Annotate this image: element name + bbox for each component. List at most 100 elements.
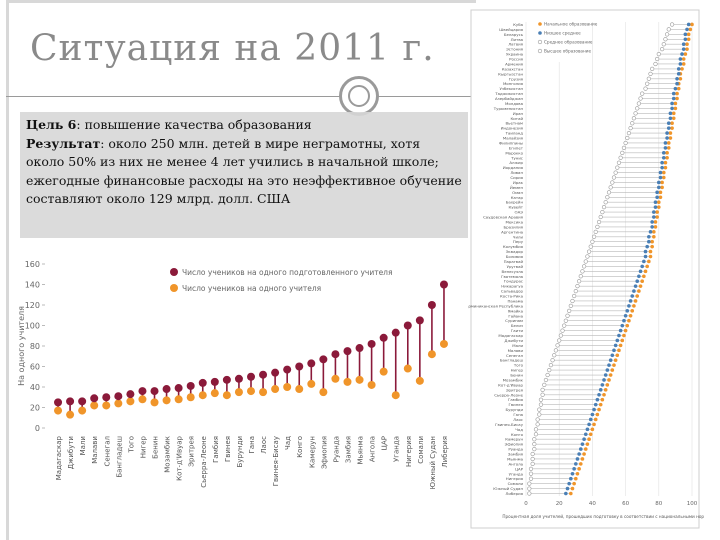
country-label: Камерун — [308, 436, 316, 468]
x-tick-label: 0 — [524, 501, 528, 507]
lower-secondary-dot — [685, 27, 689, 32]
lower-secondary-dot — [652, 210, 656, 214]
country-label: Лаос — [260, 436, 268, 454]
lower-secondary-dot — [663, 146, 668, 150]
country-label: Гвинея — [224, 436, 232, 462]
country-label: Бангладеш — [500, 358, 524, 363]
primary-dot — [603, 388, 608, 392]
lower-secondary-dot — [683, 32, 688, 37]
secondary-dot — [610, 180, 615, 185]
primary-dot — [665, 155, 669, 160]
country-label: Бразилия — [504, 224, 524, 229]
primary-dot — [598, 402, 603, 407]
lower-secondary-dot — [605, 368, 610, 372]
primary-dot — [575, 471, 580, 476]
lower-secondary-dot — [577, 452, 581, 456]
country-label: Эстония — [506, 47, 524, 52]
primary-dot — [627, 318, 631, 323]
primary-dot — [590, 427, 595, 432]
pupils-per-trained-teacher-dot — [102, 393, 111, 402]
lower-secondary-dot — [572, 467, 576, 471]
secondary-dot — [533, 427, 539, 432]
lower-secondary-dot — [661, 151, 666, 155]
primary-dot — [608, 373, 613, 377]
secondary-dot — [535, 417, 540, 422]
pupils-per-teacher-dot — [367, 380, 376, 389]
secondary-dot — [618, 155, 623, 160]
primary-dot — [666, 141, 671, 145]
country-label: Южный Судан — [429, 436, 437, 489]
country-label: Бахрейн — [506, 200, 524, 205]
lower-secondary-dot — [618, 328, 623, 333]
pupils-per-trained-teacher-dot — [391, 328, 400, 337]
lower-secondary-dot — [660, 160, 664, 165]
primary-dot — [670, 121, 674, 126]
country-label: Гватемала — [501, 274, 524, 279]
country-label: Кот-д'Ивуар — [498, 382, 523, 387]
lower-secondary-dot — [578, 447, 583, 451]
secondary-dot — [527, 491, 532, 496]
pupils-per-teacher-dot — [54, 406, 63, 415]
lower-secondary-dot — [574, 462, 578, 466]
pupils-per-trained-teacher-dot — [271, 368, 280, 377]
lower-secondary-dot — [610, 353, 615, 358]
country-label: Молдова — [505, 101, 524, 106]
secondary-dot — [666, 27, 671, 32]
country-label: Лаос — [513, 417, 523, 422]
legend-label: Число учеников на одного подготовленного… — [182, 268, 393, 277]
lower-secondary-dot — [607, 363, 611, 367]
pupils-per-teacher-dot — [126, 397, 135, 406]
secondary-dot — [626, 130, 632, 136]
primary-dot — [675, 96, 679, 101]
pupils-per-teacher-dot — [403, 364, 412, 373]
secondary-dot — [591, 234, 597, 239]
pupils-per-teacher-dot — [102, 401, 111, 410]
primary-dot — [648, 249, 653, 254]
pupils-per-trained-teacher-dot — [415, 316, 424, 325]
country-label: Мали — [79, 436, 87, 455]
primary-dot — [681, 62, 686, 66]
country-label: Колумбия — [503, 244, 524, 249]
secondary-dot — [581, 264, 587, 269]
lower-secondary-dot — [643, 254, 648, 259]
primary-dot — [678, 76, 683, 81]
primary-dot — [668, 136, 673, 140]
secondary-dot — [588, 244, 593, 249]
legend-label: Начальное образование — [544, 22, 598, 27]
pupils-per-teacher-dot — [174, 395, 183, 404]
primary-dot — [605, 383, 610, 387]
country-label: Мьянма — [357, 436, 365, 465]
lower-secondary-dot — [665, 131, 669, 135]
pupils-per-trained-teacher-dot — [138, 387, 147, 396]
primary-dot — [681, 57, 686, 61]
pupils-per-trained-teacher-dot — [295, 362, 304, 371]
lower-secondary-dot — [681, 42, 686, 47]
secondary-dot — [628, 126, 633, 131]
primary-dot — [628, 313, 633, 318]
slide-frame-left — [6, 0, 9, 540]
y-tick-label: 40 — [30, 383, 40, 392]
secondary-dot — [660, 47, 665, 52]
lower-secondary-dot — [678, 57, 683, 61]
primary-dot — [582, 452, 586, 456]
secondary-dot — [550, 358, 555, 363]
pupils-per-trained-teacher-dot — [150, 387, 159, 396]
x-axis-label: Процентная доля учителей, прошедших подг… — [502, 514, 704, 519]
primary-dot — [585, 442, 590, 446]
secondary-dot — [665, 32, 670, 37]
secondary-dot — [568, 303, 573, 309]
lower-secondary-dot — [648, 230, 653, 234]
lower-secondary-dot — [585, 427, 590, 432]
secondary-dot — [653, 61, 658, 67]
secondary-dot — [636, 101, 641, 106]
country-label: Мали — [512, 343, 523, 348]
lower-secondary-dot — [628, 299, 633, 303]
secondary-dot — [608, 185, 613, 190]
primary-dot — [615, 353, 620, 358]
primary-dot — [647, 259, 651, 264]
secondary-dot — [630, 121, 635, 126]
pupils-per-teacher-dot — [66, 410, 75, 419]
primary-dot — [578, 462, 583, 466]
y-tick-label: 160 — [25, 260, 40, 269]
secondary-dot — [643, 86, 648, 91]
